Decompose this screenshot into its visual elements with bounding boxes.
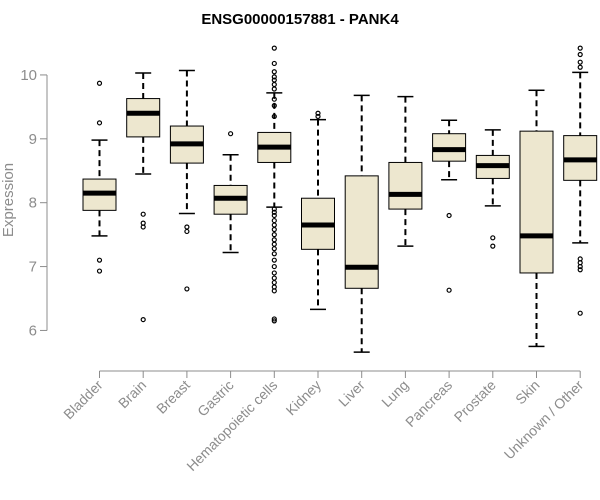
outlier-point	[577, 267, 583, 273]
outlier-point	[271, 206, 277, 212]
y-tick-label: 10	[20, 67, 37, 84]
outlier-point	[271, 257, 277, 263]
outlier-point	[271, 74, 277, 80]
outlier-point	[577, 45, 583, 51]
outlier-point	[271, 217, 277, 224]
outlier-point	[271, 212, 277, 219]
outlier-point	[446, 287, 452, 293]
outlier-point	[96, 80, 103, 86]
outlier-point	[271, 241, 277, 247]
outlier-point	[271, 86, 277, 92]
x-tick-label: Lung	[378, 377, 411, 410]
y-axis: 6 7 8 9 10	[20, 67, 48, 339]
x-tick-label: Pancreas	[402, 377, 455, 430]
box-group	[388, 95, 423, 247]
outlier-point	[271, 279, 277, 286]
x-tick-label: Kidney	[283, 377, 325, 419]
outlier-point	[96, 268, 103, 274]
outlier-point	[140, 211, 146, 217]
outlier-point	[271, 102, 277, 109]
outlier-point	[271, 263, 277, 270]
y-axis-label: Expression	[0, 163, 17, 237]
outlier-point	[140, 224, 146, 230]
box-iqr	[519, 130, 554, 274]
box-iqr	[388, 161, 423, 210]
outlier-point	[577, 263, 583, 270]
outlier-point	[271, 275, 277, 281]
chart-title: ENSG00000157881 - PANK4	[201, 11, 399, 28]
x-tick-label: Prostate	[451, 377, 499, 425]
y-tick-label: 7	[29, 259, 37, 276]
outlier-point	[271, 232, 277, 238]
x-tick-label: Unknown / Other	[501, 377, 587, 463]
box-group	[344, 94, 379, 353]
outlier-point	[490, 243, 496, 249]
box-group	[126, 72, 161, 323]
outlier-point	[271, 45, 277, 51]
outlier-point	[315, 113, 321, 120]
box-group	[82, 80, 117, 274]
x-tick-label: Bladder	[60, 377, 106, 423]
y-tick-label: 6	[29, 322, 37, 339]
outlier-point	[271, 222, 277, 228]
outlier-point	[271, 69, 277, 75]
outlier-point	[271, 246, 277, 252]
outlier-point	[577, 51, 583, 58]
outlier-point	[271, 60, 277, 67]
box-group	[475, 129, 510, 249]
box-group	[213, 131, 248, 254]
outlier-point	[271, 209, 277, 215]
outlier-point	[184, 286, 190, 292]
box-group	[257, 45, 292, 324]
box-group	[563, 45, 598, 316]
box-group	[432, 119, 467, 293]
outlier-point	[96, 257, 103, 263]
box-group	[169, 69, 204, 292]
outlier-point	[577, 64, 583, 70]
outlier-point	[271, 237, 277, 243]
boxes-layer	[82, 45, 598, 353]
outlier-point	[271, 81, 277, 88]
x-tick-label: Liver	[335, 377, 368, 410]
outlier-point	[271, 316, 277, 322]
box-iqr	[344, 175, 379, 289]
x-tick-label: Breast	[153, 377, 193, 417]
outlier-point	[446, 212, 452, 219]
x-tick-label: Gastric	[194, 377, 237, 420]
outlier-point	[184, 224, 190, 230]
outlier-point	[228, 131, 234, 137]
outlier-point	[271, 288, 277, 294]
outlier-point	[271, 96, 277, 102]
outlier-point	[140, 316, 146, 323]
y-tick-label: 8	[29, 195, 37, 212]
outlier-point	[96, 120, 103, 126]
outlier-point	[271, 270, 277, 276]
outlier-point	[315, 110, 321, 116]
outlier-point	[271, 318, 277, 324]
outlier-point	[271, 251, 277, 257]
outlier-point	[490, 235, 496, 241]
outlier-point	[271, 113, 277, 120]
outlier-point	[577, 310, 583, 316]
box-group	[519, 89, 554, 348]
outlier-point	[271, 77, 277, 83]
outlier-point	[271, 226, 277, 233]
box-group	[301, 110, 335, 311]
x-tick-label: Brain	[115, 377, 149, 411]
x-tick-label: Skin	[512, 377, 543, 408]
y-tick-label: 9	[29, 131, 37, 148]
box-iqr	[126, 98, 161, 138]
outlier-point	[184, 228, 190, 235]
outlier-point	[577, 59, 583, 65]
